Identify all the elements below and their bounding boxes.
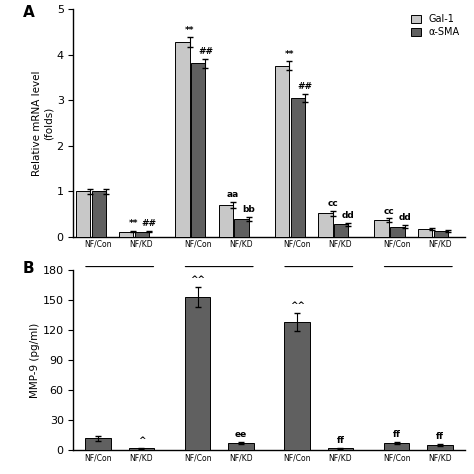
Legend: Gal-1, α-SMA: Gal-1, α-SMA <box>411 14 460 37</box>
Bar <box>135 231 149 237</box>
Bar <box>291 98 305 237</box>
Bar <box>191 63 205 237</box>
Text: Medium: Medium <box>146 319 193 329</box>
Bar <box>228 443 254 450</box>
Bar <box>76 191 90 237</box>
Text: ##: ## <box>198 47 213 56</box>
Text: dd: dd <box>342 211 355 220</box>
Text: **: ** <box>185 26 194 35</box>
Bar <box>374 220 389 237</box>
Text: ff: ff <box>337 436 345 445</box>
Text: BC-CM: BC-CM <box>349 319 388 329</box>
Text: cc: cc <box>383 207 394 216</box>
Text: dd: dd <box>398 213 411 222</box>
Y-axis label: Relative mRNA level
(folds): Relative mRNA level (folds) <box>32 71 54 176</box>
Bar <box>390 227 404 237</box>
Bar <box>434 231 448 237</box>
Y-axis label: MMP-9 (pg/ml): MMP-9 (pg/ml) <box>30 323 40 398</box>
Bar <box>319 213 333 237</box>
Bar <box>334 224 348 237</box>
Text: ff: ff <box>436 432 444 441</box>
Text: ^^: ^^ <box>290 301 305 310</box>
Text: ee: ee <box>235 430 247 439</box>
Bar <box>128 448 154 450</box>
Text: ##: ## <box>142 219 157 228</box>
Bar <box>175 42 190 237</box>
Text: ff: ff <box>392 430 401 439</box>
Text: IgG: IgG <box>311 278 327 287</box>
Bar <box>85 438 111 450</box>
Bar <box>427 445 453 450</box>
Bar <box>119 231 134 237</box>
Text: aa: aa <box>227 190 239 199</box>
Text: **: ** <box>129 219 138 228</box>
Bar <box>235 219 249 237</box>
Text: **: ** <box>284 50 294 59</box>
Text: TGF-β1 Ab: TGF-β1 Ab <box>395 278 442 287</box>
Bar <box>185 297 210 450</box>
Bar <box>418 229 432 237</box>
Text: B: B <box>23 261 34 276</box>
Text: bb: bb <box>242 205 255 214</box>
Text: ^: ^ <box>137 436 145 445</box>
Text: ^^: ^^ <box>190 275 205 284</box>
Bar <box>328 448 353 450</box>
Bar <box>219 205 233 237</box>
Text: ##: ## <box>298 82 312 91</box>
Bar <box>284 322 310 450</box>
Text: TGF-β1: TGF-β1 <box>203 278 236 287</box>
Text: cc: cc <box>327 200 338 209</box>
Bar <box>91 191 106 237</box>
Text: Control: Control <box>103 278 136 287</box>
Bar <box>275 66 289 237</box>
Text: A: A <box>23 5 35 20</box>
Bar <box>384 443 410 450</box>
